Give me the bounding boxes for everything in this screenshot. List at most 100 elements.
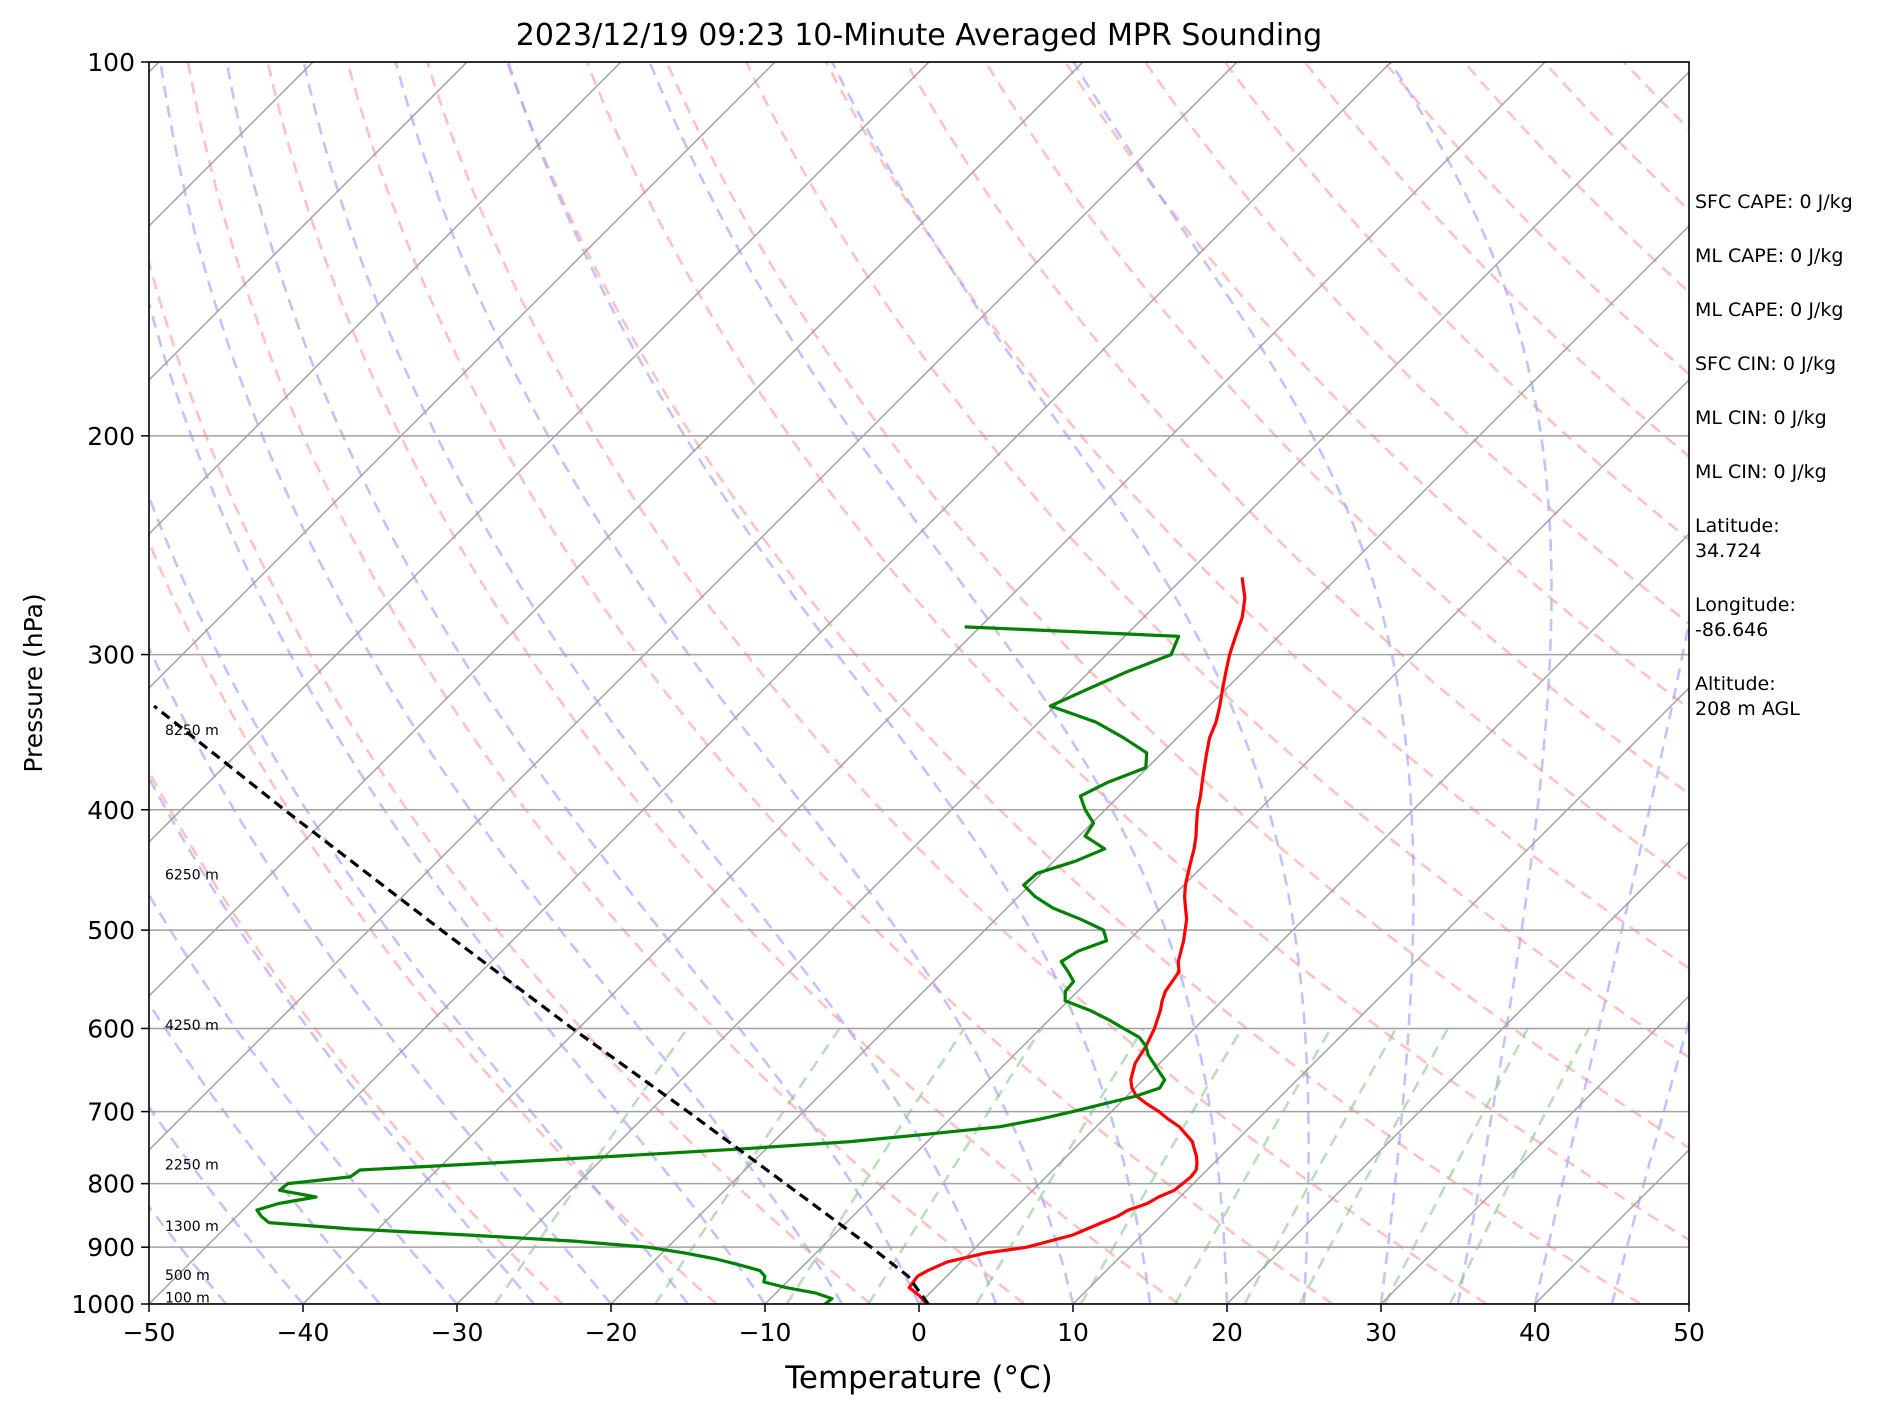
moist-adiabat	[648, 62, 1229, 1304]
dry-adiabat	[585, 62, 1689, 1242]
dry-adiabat	[266, 62, 1180, 1304]
dry-adiabat	[665, 62, 1689, 1150]
ml-cin-annotation-2: ML CIN: 0 J/kg	[1695, 461, 1827, 483]
moist-adiabat	[1389, 62, 1553, 1304]
latitude-annotation: Latitude: 34.724	[1695, 514, 1780, 564]
ml-cape-annotation-2: ML CAPE: 0 J/kg	[1695, 299, 1844, 321]
x-tick-label: 50	[1673, 1318, 1705, 1347]
y-axis-label: Pressure (hPa)	[19, 593, 48, 772]
altitude-label: Altitude:	[1695, 673, 1776, 695]
x-tick-label: −20	[585, 1318, 638, 1347]
longitude-label: Longitude:	[1695, 594, 1796, 616]
x-tick-label: 40	[1519, 1318, 1551, 1347]
dewpoint-profile	[255, 625, 1181, 1304]
y-tick-label: 800	[87, 1170, 135, 1199]
latitude-label: Latitude:	[1695, 515, 1780, 537]
isotherm	[1380, 994, 1689, 1304]
mixing-ratio-line	[1174, 1027, 1332, 1304]
height-label: 2250 m	[165, 1157, 219, 1173]
dry-adiabat	[426, 62, 1488, 1304]
isotherm	[149, 62, 1392, 1304]
moist-adiabat	[159, 62, 844, 1304]
mixing-ratio-line	[654, 1027, 841, 1304]
height-label: 4250 m	[165, 1018, 219, 1034]
moist-adiabat	[225, 62, 921, 1304]
parcel-profile	[153, 704, 930, 1304]
mixing-ratio-line	[493, 1027, 689, 1304]
y-tick-label: 700	[87, 1098, 135, 1127]
temperature-profile	[907, 577, 1247, 1304]
longitude-annotation: Longitude: -86.646	[1695, 593, 1796, 643]
altitude-value: 208 m AGL	[1695, 698, 1800, 720]
isotherm	[302, 62, 1546, 1304]
dry-adiabat	[149, 257, 872, 1304]
height-label: 100 m	[165, 1290, 210, 1306]
background-lines	[149, 62, 1689, 1304]
sfc-cape-annotation: SFC CAPE: 0 J/kg	[1695, 191, 1853, 213]
latitude-value: 34.724	[1695, 540, 1762, 562]
dry-adiabat	[149, 539, 718, 1304]
height-label: 6250 m	[165, 867, 219, 883]
chart-title: 2023/12/19 09:23 10-Minute Averaged MPR …	[516, 18, 1322, 53]
dry-adiabat	[1223, 62, 1689, 542]
y-tick-label: 1000	[71, 1290, 135, 1319]
isotherm	[149, 62, 1084, 998]
dry-adiabat	[745, 62, 1689, 1059]
isotherm	[149, 62, 930, 844]
isotherm	[610, 224, 1689, 1304]
moist-adiabat	[830, 62, 1310, 1304]
dry-adiabat	[505, 62, 1642, 1304]
moist-adiabat	[1533, 615, 1689, 1304]
y-tick-label: 100	[87, 48, 135, 77]
y-tick-label: 300	[87, 641, 135, 670]
y-tick-label: 600	[87, 1014, 135, 1043]
y-tick-label: 400	[87, 796, 135, 825]
moist-adiabat	[149, 493, 690, 1304]
moist-adiabat	[1072, 62, 1415, 1304]
dry-adiabat	[346, 62, 1334, 1304]
x-tick-label: −40	[277, 1318, 330, 1347]
ml-cape-annotation: ML CAPE: 0 J/kg	[1695, 245, 1844, 267]
isotherm	[1072, 686, 1689, 1304]
moist-adiabat	[149, 892, 458, 1304]
height-label: 1300 m	[165, 1219, 219, 1235]
mixing-ratio-line	[975, 1027, 1145, 1304]
height-label: 8250 m	[165, 723, 219, 739]
x-tick-label: 10	[1057, 1318, 1089, 1347]
x-tick-label: −10	[739, 1318, 792, 1347]
y-tick-label: 900	[87, 1233, 135, 1262]
mixing-ratio-line	[1448, 1027, 1590, 1304]
isotherm	[1226, 840, 1689, 1304]
mixing-ratio-line	[1298, 1027, 1449, 1304]
dry-adiabat	[149, 769, 564, 1304]
mixing-ratio-line	[1243, 1027, 1398, 1304]
dry-adiabat	[984, 62, 1689, 796]
x-tick-label: 20	[1211, 1318, 1243, 1347]
x-tick-label: −30	[431, 1318, 484, 1347]
longitude-value: -86.646	[1695, 619, 1769, 641]
moist-adiabat	[1610, 1016, 1689, 1304]
mixing-ratio-line	[1079, 1027, 1244, 1304]
x-tick-label: 0	[911, 1318, 927, 1347]
height-label: 500 m	[165, 1268, 210, 1284]
moist-adiabat	[506, 62, 1152, 1304]
isotherm	[149, 62, 622, 536]
isotherm	[456, 70, 1689, 1304]
x-axis-label: Temperature (°C)	[784, 1360, 1053, 1396]
mixing-ratio-line	[867, 1027, 1043, 1304]
y-tick-label: 200	[87, 422, 135, 451]
isotherm	[764, 378, 1689, 1304]
x-tick-label: −50	[123, 1318, 176, 1347]
isotherm	[149, 62, 1238, 1152]
altitude-annotation: Altitude: 208 m AGL	[1695, 672, 1800, 722]
dry-adiabat	[1144, 62, 1689, 626]
x-tick-label: 30	[1365, 1318, 1397, 1347]
sfc-cin-annotation: SFC CIN: 0 J/kg	[1695, 353, 1837, 375]
moist-adiabat	[394, 62, 1075, 1304]
isotherm	[149, 62, 776, 690]
isotherm	[149, 62, 468, 382]
dry-adiabat	[1463, 62, 1689, 294]
mixing-ratio-line	[1383, 1027, 1529, 1304]
